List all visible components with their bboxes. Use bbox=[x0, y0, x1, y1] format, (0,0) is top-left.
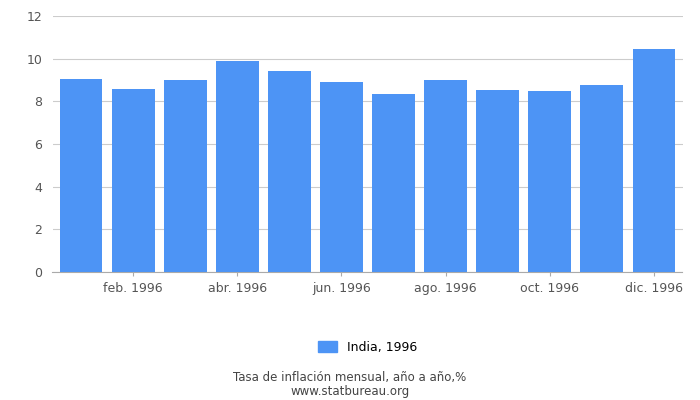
Bar bbox=[164, 80, 206, 272]
Bar bbox=[60, 79, 102, 272]
Text: Tasa de inflación mensual, año a año,%: Tasa de inflación mensual, año a año,% bbox=[233, 372, 467, 384]
Legend: India, 1996: India, 1996 bbox=[312, 334, 424, 360]
Bar bbox=[372, 94, 415, 272]
Bar bbox=[633, 49, 676, 272]
Bar bbox=[528, 91, 571, 272]
Text: www.statbureau.org: www.statbureau.org bbox=[290, 385, 410, 398]
Bar bbox=[268, 72, 311, 272]
Bar bbox=[320, 82, 363, 272]
Bar bbox=[476, 90, 519, 272]
Bar bbox=[112, 88, 155, 272]
Bar bbox=[580, 85, 623, 272]
Bar bbox=[424, 80, 467, 272]
Bar bbox=[216, 61, 259, 272]
